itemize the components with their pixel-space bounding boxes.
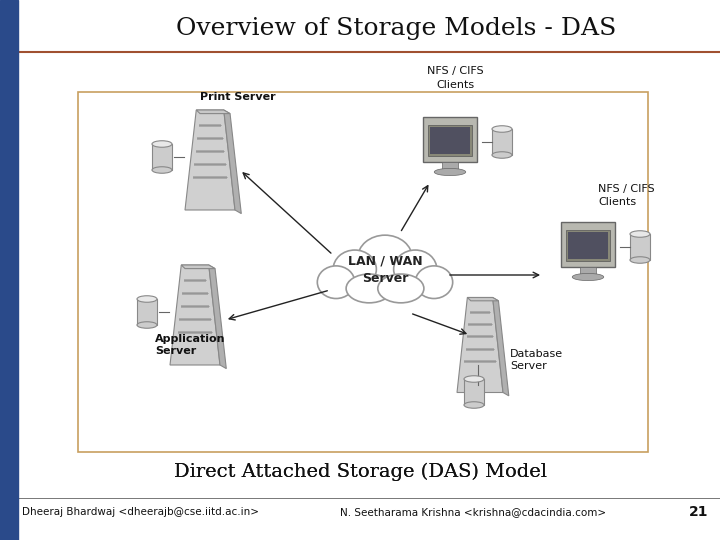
Text: Application
Server: Application Server <box>155 334 225 356</box>
Bar <box>466 348 494 351</box>
Bar <box>137 299 157 325</box>
Bar <box>182 292 208 295</box>
FancyBboxPatch shape <box>566 230 610 261</box>
Ellipse shape <box>152 141 172 147</box>
Bar <box>580 267 596 277</box>
Bar <box>179 318 211 321</box>
Text: LAN / WAN
Server: LAN / WAN Server <box>348 255 423 285</box>
FancyBboxPatch shape <box>423 117 477 162</box>
Ellipse shape <box>630 231 650 237</box>
Ellipse shape <box>346 274 392 303</box>
Bar <box>181 305 210 308</box>
Ellipse shape <box>394 250 437 288</box>
Polygon shape <box>209 265 226 369</box>
Ellipse shape <box>333 250 377 288</box>
Polygon shape <box>181 265 215 268</box>
Bar <box>442 162 458 172</box>
Text: Print Server: Print Server <box>200 92 276 102</box>
Ellipse shape <box>572 273 604 281</box>
FancyBboxPatch shape <box>428 125 472 156</box>
Text: Direct Attached Storage (DAS) Model: Direct Attached Storage (DAS) Model <box>174 463 546 481</box>
Text: NFS / CIFS
Clients: NFS / CIFS Clients <box>598 184 654 207</box>
Polygon shape <box>457 298 503 393</box>
Polygon shape <box>197 110 230 113</box>
Bar <box>469 310 490 314</box>
FancyBboxPatch shape <box>430 127 470 154</box>
Bar <box>193 176 228 179</box>
Ellipse shape <box>464 402 484 408</box>
FancyBboxPatch shape <box>568 232 608 259</box>
Bar <box>197 137 223 140</box>
Ellipse shape <box>318 266 355 299</box>
Bar <box>464 360 495 363</box>
Polygon shape <box>224 110 241 214</box>
Bar <box>464 379 484 405</box>
Bar <box>196 150 225 153</box>
Ellipse shape <box>464 376 484 382</box>
Bar <box>184 279 207 282</box>
Bar <box>0 0 18 540</box>
Text: Dheeraj Bhardwaj <dheerajb@cse.iitd.ac.in>: Dheeraj Bhardwaj <dheerajb@cse.iitd.ac.i… <box>22 507 259 517</box>
Bar <box>78 92 648 452</box>
Ellipse shape <box>492 152 512 158</box>
Ellipse shape <box>415 266 453 299</box>
Ellipse shape <box>630 256 650 263</box>
Bar <box>152 144 172 170</box>
Text: Overview of Storage Models - DAS: Overview of Storage Models - DAS <box>176 17 616 39</box>
Bar <box>199 124 222 127</box>
Bar <box>492 129 512 155</box>
Text: Database
Server: Database Server <box>510 349 563 371</box>
Ellipse shape <box>378 274 424 303</box>
Text: 21: 21 <box>688 505 708 519</box>
Ellipse shape <box>137 296 157 302</box>
Ellipse shape <box>152 167 172 173</box>
Bar <box>469 323 492 326</box>
Text: Direct Attached Storage (DAS) Model: Direct Attached Storage (DAS) Model <box>174 463 546 481</box>
Bar <box>194 163 226 166</box>
Ellipse shape <box>358 235 413 281</box>
Ellipse shape <box>492 126 512 132</box>
Polygon shape <box>492 298 509 396</box>
Bar <box>178 331 212 334</box>
Ellipse shape <box>434 168 466 176</box>
Polygon shape <box>170 265 220 365</box>
FancyBboxPatch shape <box>561 222 615 267</box>
Bar <box>630 234 650 260</box>
Ellipse shape <box>137 322 157 328</box>
Ellipse shape <box>329 257 441 298</box>
Bar <box>467 335 493 339</box>
Text: N. Seetharama Krishna <krishna@cdacindia.com>: N. Seetharama Krishna <krishna@cdacindia… <box>340 507 606 517</box>
Polygon shape <box>467 298 498 301</box>
Polygon shape <box>185 110 235 210</box>
Text: NFS / CIFS
Clients: NFS / CIFS Clients <box>427 66 483 90</box>
